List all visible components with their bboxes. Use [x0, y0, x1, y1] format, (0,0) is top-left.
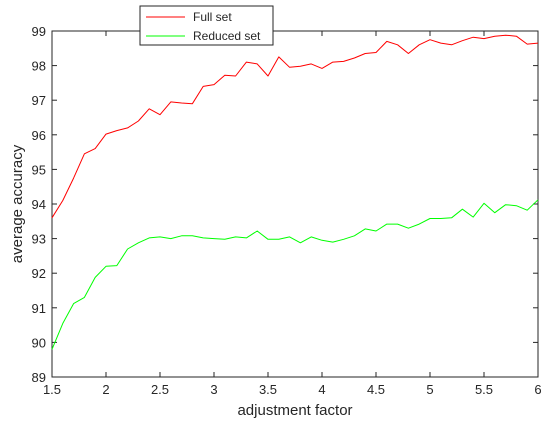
x-tick-label: 4.5	[367, 382, 385, 397]
y-tick-label: 99	[32, 24, 46, 39]
plot-area	[51, 30, 539, 378]
series-line-reduced-set	[51, 199, 539, 350]
y-tick-label: 90	[32, 335, 46, 350]
y-tick-label: 92	[32, 266, 46, 281]
x-tick-label: 4	[318, 382, 325, 397]
x-tick-label: 1.5	[43, 382, 61, 397]
legend-box	[139, 5, 274, 46]
y-tick-label: 89	[32, 370, 46, 385]
y-tick-label: 94	[32, 197, 46, 212]
y-tick-label: 98	[32, 59, 46, 74]
y-axis-label: average accuracy	[9, 144, 26, 263]
y-tick-label: 95	[32, 162, 46, 177]
x-tick-label: 6	[534, 382, 541, 397]
y-tick-label: 91	[32, 301, 46, 316]
legend-label-reduced-set: Reduced set	[193, 29, 261, 43]
series-line-full-set	[51, 34, 539, 219]
x-tick-label: 3.5	[259, 382, 277, 397]
x-tick-label: 5	[426, 382, 433, 397]
y-tick-label: 96	[32, 128, 46, 143]
x-axis-label: adjustment factor	[237, 402, 352, 419]
legend-label-full-set: Full set	[193, 10, 232, 24]
x-tick-label: 2.5	[151, 382, 169, 397]
tick-group: 1.5 2 2.5 3 3.5 4 4.5 5 5.5 6 89 90 91 92 93 94 95 96 97 98…	[32, 24, 542, 397]
series-group	[51, 34, 539, 350]
y-tick-label: 93	[32, 232, 46, 247]
x-tick-label: 3	[210, 382, 217, 397]
y-tick-label: 97	[32, 93, 46, 108]
x-tick-label: 5.5	[475, 382, 493, 397]
x-tick-label: 2	[102, 382, 109, 397]
legend: Full set Reduced set	[139, 5, 274, 46]
